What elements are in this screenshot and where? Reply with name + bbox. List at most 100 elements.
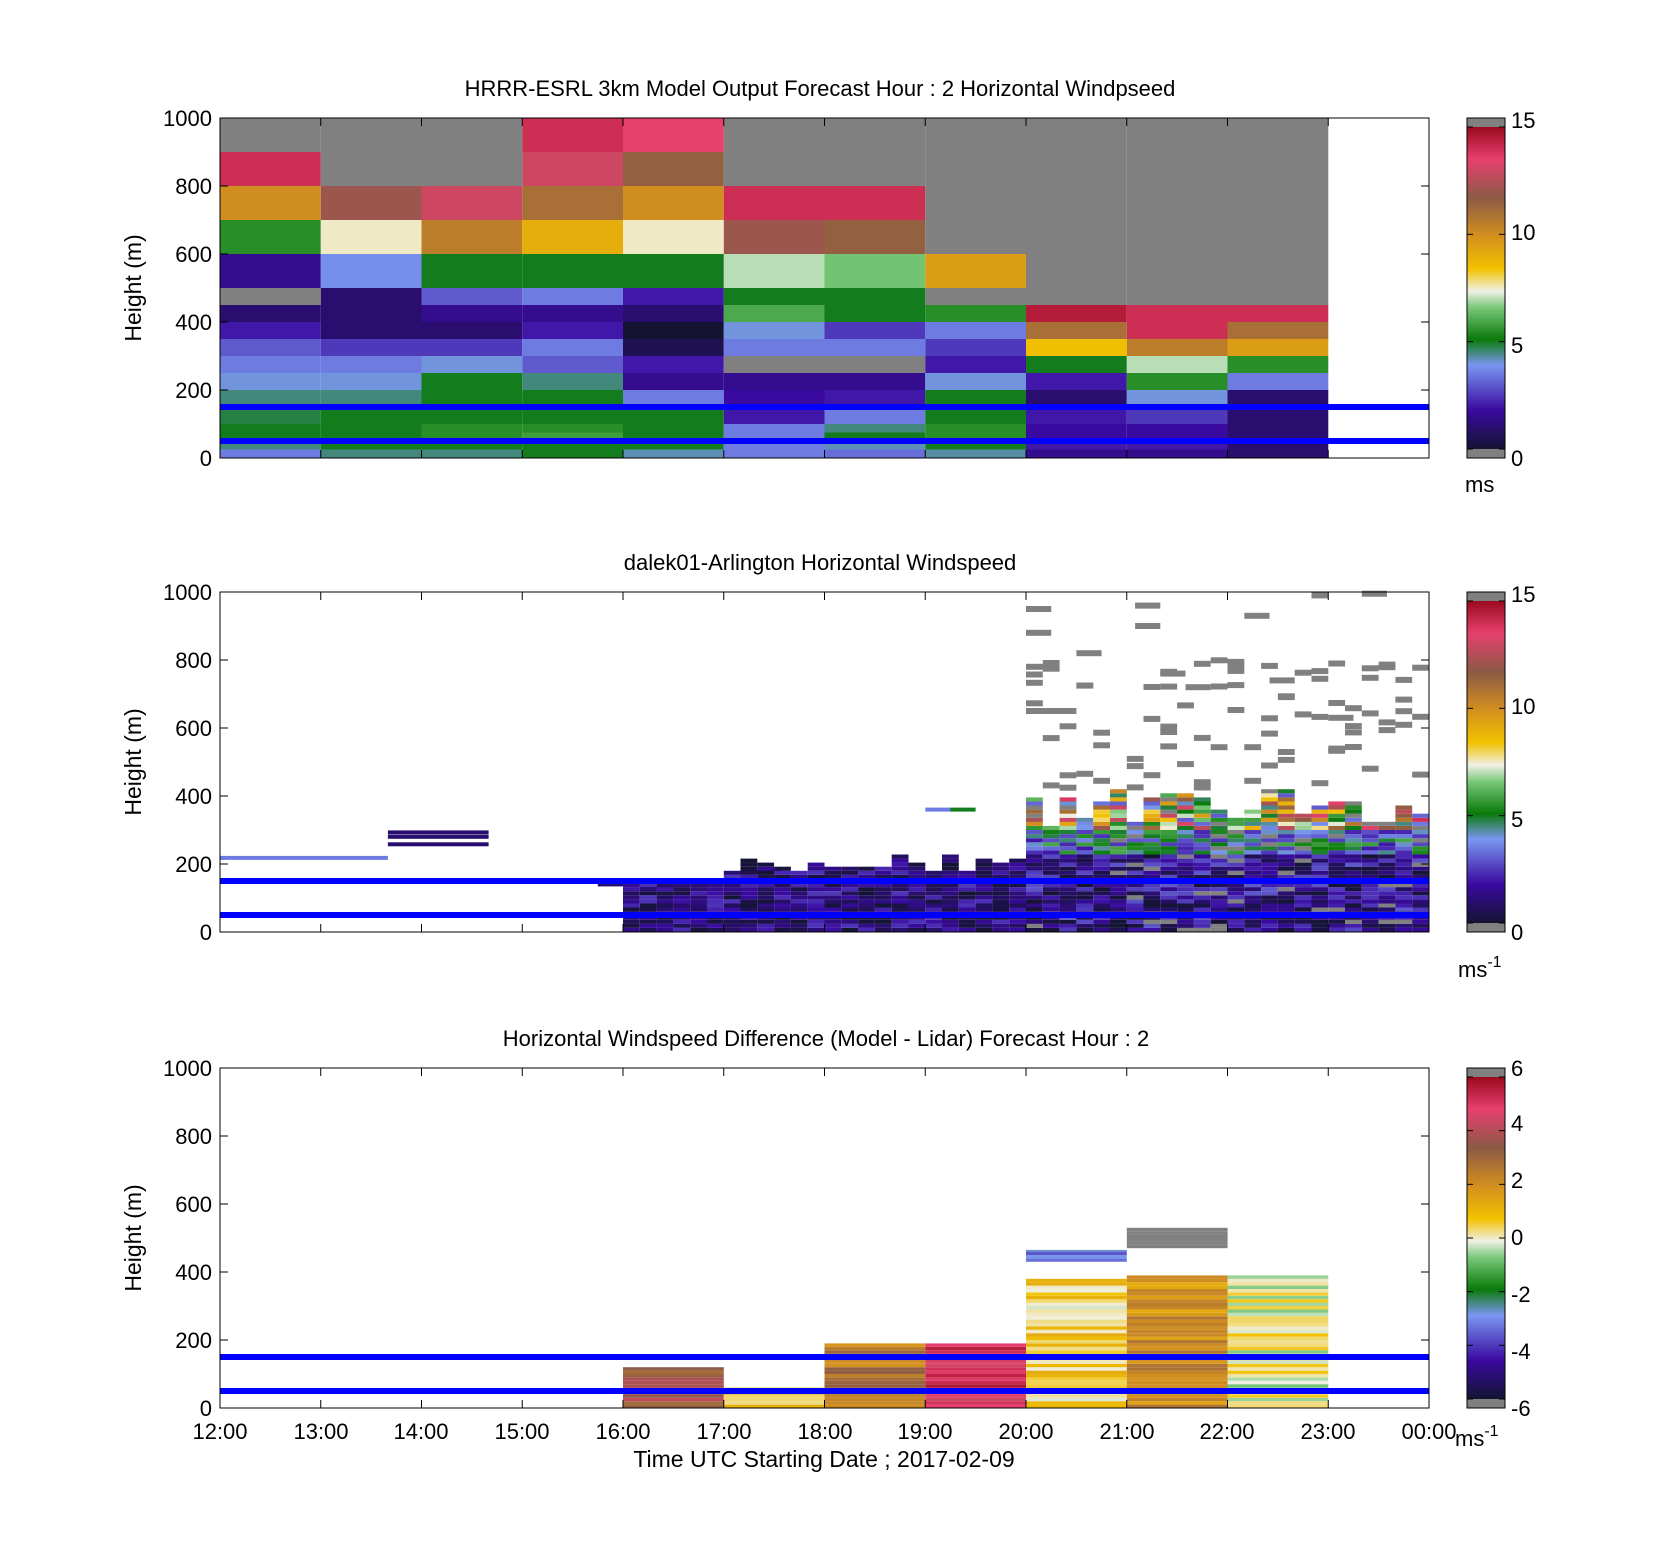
lidar-profile-cell [1378, 866, 1396, 871]
lidar-profile-cell [1227, 854, 1245, 859]
lidar-profile-cell [1210, 854, 1228, 859]
model-cell [320, 390, 422, 407]
model-cell [925, 305, 1027, 322]
difference-cell [1026, 1397, 1127, 1402]
lidar-profile-cell [1110, 866, 1127, 871]
lidar-profile-cell [1311, 870, 1329, 875]
lidar-profile-cell [707, 919, 724, 924]
difference-cell [824, 1380, 926, 1385]
lidar-profile-cell [1143, 838, 1161, 843]
lidar-profile-cell [1093, 883, 1110, 888]
difference-cell [1026, 1394, 1127, 1398]
difference-cell [1227, 1329, 1329, 1334]
lidar-profile-cell [673, 899, 691, 904]
difference-cell [623, 1380, 724, 1385]
lidar-profile-cell [1277, 809, 1295, 814]
lidar-profile-cell [1026, 805, 1043, 810]
lidar-profile-cell [1177, 793, 1194, 798]
lidar-profile-cell [1076, 907, 1094, 912]
lidar-missing-segment [1026, 663, 1052, 670]
lidar-profile-cell [1395, 805, 1413, 810]
lidar-missing-segment [1328, 660, 1346, 667]
lidar-profile-cell [1244, 846, 1262, 851]
difference-colorbar-unit-base: ms [1455, 1426, 1484, 1451]
lidar-missing-segment [1227, 667, 1245, 674]
lidar-profile-cell [1361, 858, 1379, 863]
difference-cell [1026, 1278, 1127, 1283]
model-cell [320, 449, 422, 458]
lidar-profile-cell [1076, 874, 1094, 879]
lidar-profile-cell [1076, 838, 1094, 843]
lidar-profile-cell [1378, 919, 1396, 924]
lidar-profile-cell [1143, 927, 1161, 932]
lidar-profile-cell [1395, 846, 1413, 851]
lidar-profile-cell [1042, 866, 1060, 871]
lidar-profile-cell [1311, 927, 1329, 932]
lidar-profile-cell [1160, 870, 1178, 875]
difference-cell [1126, 1377, 1228, 1381]
lidar-profile-cell [1345, 858, 1362, 863]
difference-cell [723, 1394, 825, 1398]
lidar-profile-cell [1210, 883, 1228, 888]
lidar-profile-cell [1042, 919, 1060, 924]
lidar-profile-cell [1177, 842, 1194, 847]
lidar-profile-cell [1227, 838, 1245, 843]
xtick-1400: 14:00 [393, 1419, 448, 1444]
difference-cell [1126, 1363, 1228, 1368]
lidar-profile-cell [1160, 801, 1178, 806]
lidar-profile-cell [1412, 870, 1429, 875]
lidar-profile-cell [1412, 813, 1429, 818]
lidar-profile-cell [1361, 866, 1379, 871]
lidar-profile-cell [1244, 858, 1262, 863]
lidar-profile-cell [790, 895, 808, 900]
model-cell [522, 373, 624, 390]
lidar-profile-cell [807, 927, 825, 932]
lidar-missing-segment [1059, 784, 1077, 791]
lidar-profile-cell [992, 874, 1010, 879]
lidar-colorbar-ticks [1467, 600, 1505, 924]
lidar-profile-cell [623, 907, 640, 912]
lidar-profile-cell [1328, 825, 1346, 830]
difference-cell [1227, 1323, 1329, 1327]
lidar-profile-cell [1076, 854, 1094, 859]
difference-colorbar-missing-top [1467, 1068, 1505, 1077]
lidar-profile-cell [1395, 830, 1413, 835]
lidar-profile-cell [1193, 927, 1211, 932]
lidar-profile-cell [1059, 887, 1077, 892]
difference-cell [1126, 1306, 1228, 1310]
difference-cell [1126, 1340, 1228, 1344]
lidar-profile-cell [1277, 797, 1295, 802]
model-cell [623, 449, 724, 458]
lidar-profile-cell [1294, 858, 1312, 863]
lidar-profile-cell [841, 895, 859, 900]
lidar-profile-cell [1361, 895, 1379, 900]
lidar-profile-cell [1143, 805, 1161, 810]
lidar-profile-cell [1177, 883, 1194, 888]
lidar-profile-cell [1277, 919, 1295, 924]
lidar-profile-cell [1210, 821, 1228, 826]
lidar-profile-cell [1009, 891, 1026, 896]
lidar-missing-segment [1311, 713, 1329, 720]
model-cell [220, 220, 321, 254]
model-cell [220, 186, 321, 220]
lidar-profile-cell [1328, 858, 1346, 863]
model-cell [925, 356, 1027, 373]
lidar-profile-cell [1177, 821, 1194, 826]
lidar-colorbar: 0 5 10 15 ms-1 [1458, 582, 1535, 982]
lidar-profile-cell [774, 927, 791, 932]
lidar-profile-cell [1143, 834, 1161, 839]
lidar-profile-cell [1294, 821, 1312, 826]
lidar-profile-cell [1244, 809, 1262, 814]
lidar-profile-cell [824, 870, 842, 875]
difference-cell [623, 1404, 724, 1408]
lidar-profile-cell [958, 887, 976, 892]
lidar-profile-cell [1177, 923, 1194, 928]
lidar-profile-cell [1143, 899, 1161, 904]
lidar-profile-cell [1076, 887, 1094, 892]
lidar-profile-cell [1261, 825, 1278, 830]
lidar-missing-segment [1361, 590, 1387, 597]
lidar-profile-cell [1193, 834, 1211, 839]
lidar-profile-cell [1042, 923, 1060, 928]
lidar-profile-cell [1093, 838, 1110, 843]
lidar-profile-cell [1277, 801, 1295, 806]
